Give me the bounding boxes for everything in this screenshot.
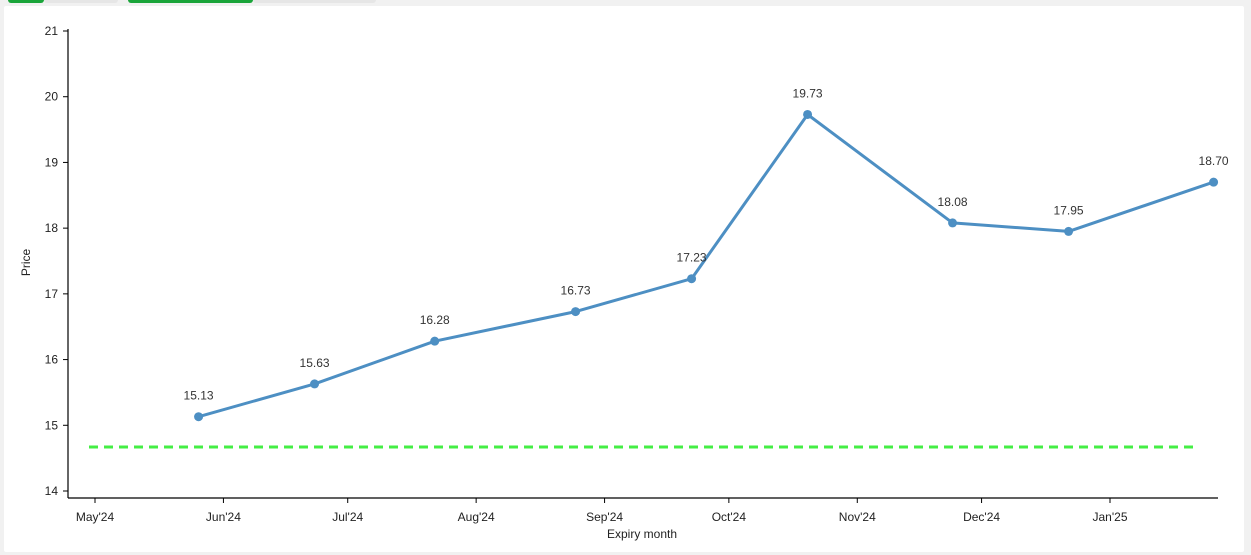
y-tick-label-20: 20 bbox=[45, 90, 59, 104]
tab-bar bbox=[0, 0, 380, 4]
tab-0[interactable] bbox=[8, 0, 44, 3]
tab-1[interactable] bbox=[44, 0, 118, 3]
data-point-0[interactable] bbox=[194, 412, 204, 422]
x-tick-label-4: Sep'24 bbox=[586, 510, 623, 524]
x-tick-label-7: Dec'24 bbox=[963, 510, 1000, 524]
x-tick-label-8: Jan'25 bbox=[1093, 510, 1128, 524]
data-point-4[interactable] bbox=[687, 274, 697, 284]
data-label-3: 16.73 bbox=[561, 284, 591, 298]
x-tick-label-2: Jul'24 bbox=[332, 510, 363, 524]
x-tick-label-6: Nov'24 bbox=[839, 510, 876, 524]
y-tick-label-19: 19 bbox=[45, 155, 59, 169]
data-point-3[interactable] bbox=[571, 307, 581, 317]
data-point-1[interactable] bbox=[310, 379, 320, 389]
y-tick-label-21: 21 bbox=[45, 24, 59, 38]
x-tick-label-3: Aug'24 bbox=[458, 510, 495, 524]
y-tick-label-15: 15 bbox=[45, 418, 59, 432]
data-point-2[interactable] bbox=[430, 336, 440, 346]
data-point-7[interactable] bbox=[1064, 226, 1074, 236]
price-line-chart: 14 15 16 17 18 19 20 21 May'24 Jun'24 Jul'24 Aug'2… bbox=[19, 24, 1229, 541]
data-label-6: 18.08 bbox=[938, 195, 968, 209]
data-label-1: 15.63 bbox=[300, 356, 330, 370]
data-label-4: 17.23 bbox=[677, 251, 707, 265]
data-point-6[interactable] bbox=[948, 218, 958, 228]
data-label-5: 19.73 bbox=[793, 86, 823, 100]
y-axis-title: Price bbox=[19, 249, 33, 277]
y-tick-label-18: 18 bbox=[45, 221, 59, 235]
data-label-8: 18.70 bbox=[1199, 154, 1229, 168]
series-line-0 bbox=[198, 113, 1215, 419]
x-axis-title: Expiry month bbox=[607, 527, 677, 541]
data-label-7: 17.95 bbox=[1054, 203, 1084, 217]
data-point-5[interactable] bbox=[803, 109, 813, 119]
tab-3[interactable] bbox=[253, 0, 376, 3]
data-label-0: 15.13 bbox=[184, 389, 214, 403]
x-tick-label-5: Oct'24 bbox=[712, 510, 747, 524]
x-tick-label-1: Jun'24 bbox=[206, 510, 241, 524]
y-tick-label-16: 16 bbox=[45, 353, 59, 367]
tab-2[interactable] bbox=[128, 0, 253, 3]
data-point-8[interactable] bbox=[1209, 177, 1219, 187]
data-label-2: 16.28 bbox=[420, 313, 450, 327]
y-axis: 14 15 16 17 18 19 20 21 bbox=[45, 24, 69, 498]
series-group: 15.13 15.63 16.28 16.73 17.23 19.73 18.08 17.95… bbox=[184, 86, 1229, 422]
y-tick-label-17: 17 bbox=[45, 287, 59, 301]
x-tick-label-0: May'24 bbox=[76, 510, 115, 524]
x-axis: May'24 Jun'24 Jul'24 Aug'24 Sep'24 Oct'24 Nov'… bbox=[68, 497, 1218, 524]
chart-panel: 14 15 16 17 18 19 20 21 May'24 Jun'24 Jul'24 Aug'2… bbox=[4, 6, 1244, 552]
y-tick-label-14: 14 bbox=[45, 484, 59, 498]
